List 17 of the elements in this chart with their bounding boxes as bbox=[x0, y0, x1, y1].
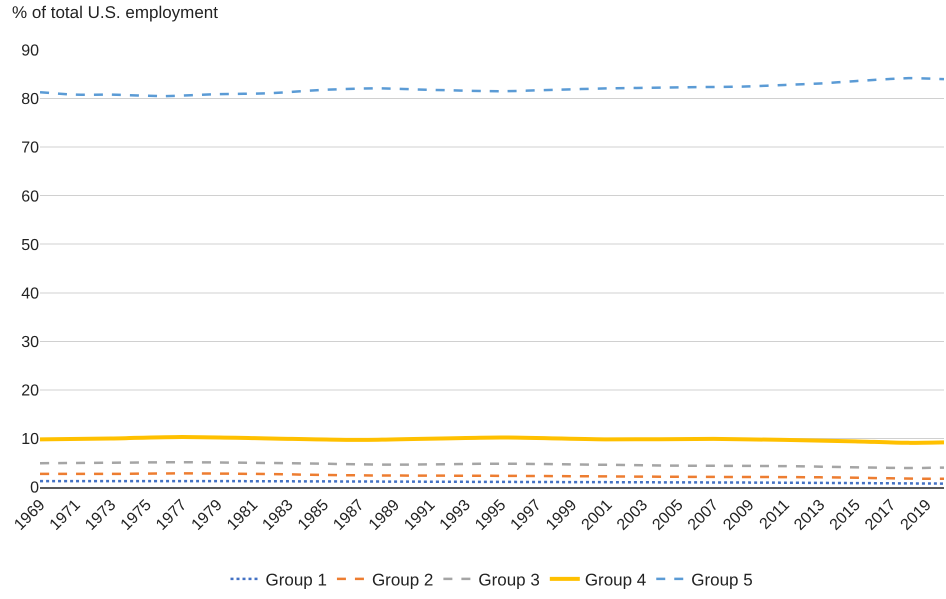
line-series bbox=[40, 76, 944, 98]
y-tick-label: 80 bbox=[21, 91, 40, 108]
y-axis-title: % of total U.S. employment bbox=[12, 3, 218, 22]
y-tick-label: 0 bbox=[30, 480, 40, 497]
legend-label: Group 3 bbox=[478, 570, 540, 590]
y-tick-label: 70 bbox=[21, 140, 40, 157]
y-tick-label: 60 bbox=[21, 188, 40, 206]
y-tick-label: 10 bbox=[21, 431, 40, 448]
y-tick-label: 30 bbox=[21, 334, 40, 351]
legend-label: Group 2 bbox=[372, 570, 434, 590]
y-tick-label: 90 bbox=[21, 42, 40, 60]
y-tick-label: 50 bbox=[21, 236, 40, 254]
legend-label: Group 4 bbox=[584, 570, 646, 590]
legend-label: Group 5 bbox=[691, 570, 753, 590]
y-tick-label: 20 bbox=[21, 382, 40, 400]
legend-label: Group 1 bbox=[266, 570, 327, 590]
y-tick-label: 40 bbox=[21, 285, 40, 302]
